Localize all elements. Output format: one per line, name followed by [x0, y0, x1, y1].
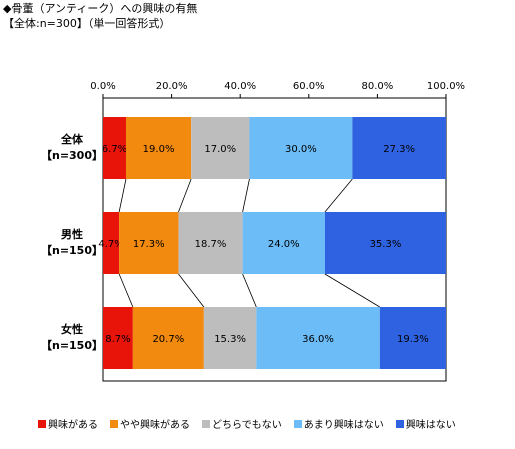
- legend-item: どちらでもない: [202, 416, 282, 431]
- bar-segment: [203, 307, 257, 369]
- bar-segment: [352, 117, 446, 179]
- x-tick-label: 100.0%: [427, 81, 465, 92]
- value-label: 15.3%: [214, 334, 246, 345]
- legend-label: 興味はない: [405, 420, 456, 431]
- series-connector-line: [242, 273, 257, 308]
- value-label: 17.0%: [204, 144, 236, 155]
- bar-segment: [103, 307, 133, 369]
- legend-item: 興味がある: [38, 416, 98, 431]
- value-label: 35.3%: [370, 239, 402, 250]
- series-connector-line: [118, 178, 127, 213]
- category-sample-size: 【n=150】: [41, 244, 103, 257]
- value-label: 19.0%: [143, 144, 175, 155]
- legend-swatch: [293, 419, 302, 428]
- value-label: 8.7%: [105, 334, 130, 345]
- value-label: 18.7%: [195, 239, 227, 250]
- legend-label: やや興味がある: [120, 420, 190, 431]
- value-label: 19.3%: [397, 334, 429, 345]
- x-tick-label: 80.0%: [362, 81, 394, 92]
- bar-segment: [379, 307, 446, 369]
- bar-segment: [132, 307, 204, 369]
- series-connector-line: [178, 273, 205, 308]
- category-sample-size: 【n=150】: [41, 339, 103, 352]
- bar-segment: [119, 212, 179, 274]
- legend-label: どちらでもない: [212, 420, 282, 431]
- x-tick-label: 40.0%: [224, 81, 256, 92]
- bar-segment: [324, 212, 446, 274]
- bar-segment: [103, 212, 120, 274]
- series-connector-line: [324, 178, 353, 213]
- value-label: 36.0%: [302, 334, 334, 345]
- legend-label: 興味がある: [48, 420, 98, 431]
- legend-swatch: [38, 419, 46, 428]
- category-label: 全体: [60, 132, 84, 146]
- x-tick-label: 0.0%: [90, 81, 115, 92]
- category-sample-size: 【n=300】: [41, 149, 103, 162]
- value-label: 6.7%: [102, 144, 127, 155]
- bar-segment: [178, 212, 243, 274]
- legend-item: あまり興味はない: [293, 416, 384, 431]
- legend-swatch: [395, 419, 404, 428]
- legend-swatch: [110, 419, 118, 428]
- value-label: 27.3%: [383, 144, 415, 155]
- bar-segment: [103, 117, 126, 179]
- category-label: 男性: [61, 227, 83, 241]
- bar-segment: [256, 307, 380, 369]
- chart-subtitle: 【全体:n=300】（単一回答形式）: [3, 17, 171, 30]
- legend-item: やや興味がある: [110, 416, 190, 431]
- value-label: 20.7%: [152, 334, 184, 345]
- value-label: 17.3%: [133, 239, 165, 250]
- chart-title-block: ◆骨董（アンティーク）への興味の有無 【全体:n=300】（単一回答形式）: [3, 1, 197, 31]
- series-connector-line: [324, 273, 381, 308]
- bar-segment: [242, 212, 325, 274]
- chart-title: ◆骨董（アンティーク）への興味の有無: [3, 2, 198, 15]
- bar-segment: [125, 117, 192, 179]
- series-connector-line: [118, 273, 134, 308]
- value-label: 4.7%: [98, 239, 123, 250]
- value-label: 30.0%: [285, 144, 317, 155]
- legend-label: あまり興味はない: [303, 420, 384, 431]
- x-tick-label: 20.0%: [156, 81, 188, 92]
- legend-item: 興味はない: [395, 416, 456, 431]
- series-connector-line: [242, 178, 250, 213]
- chart-legend: 興味がある やや興味がある どちらでもない あまり興味はない 興味はない: [38, 416, 456, 431]
- bar-segment: [249, 117, 353, 179]
- x-tick-label: 60.0%: [293, 81, 325, 92]
- value-label: 24.0%: [268, 239, 300, 250]
- legend-swatch: [202, 419, 210, 428]
- bar-segment: [191, 117, 250, 179]
- series-connector-line: [178, 178, 192, 213]
- category-label: 女性: [61, 322, 83, 336]
